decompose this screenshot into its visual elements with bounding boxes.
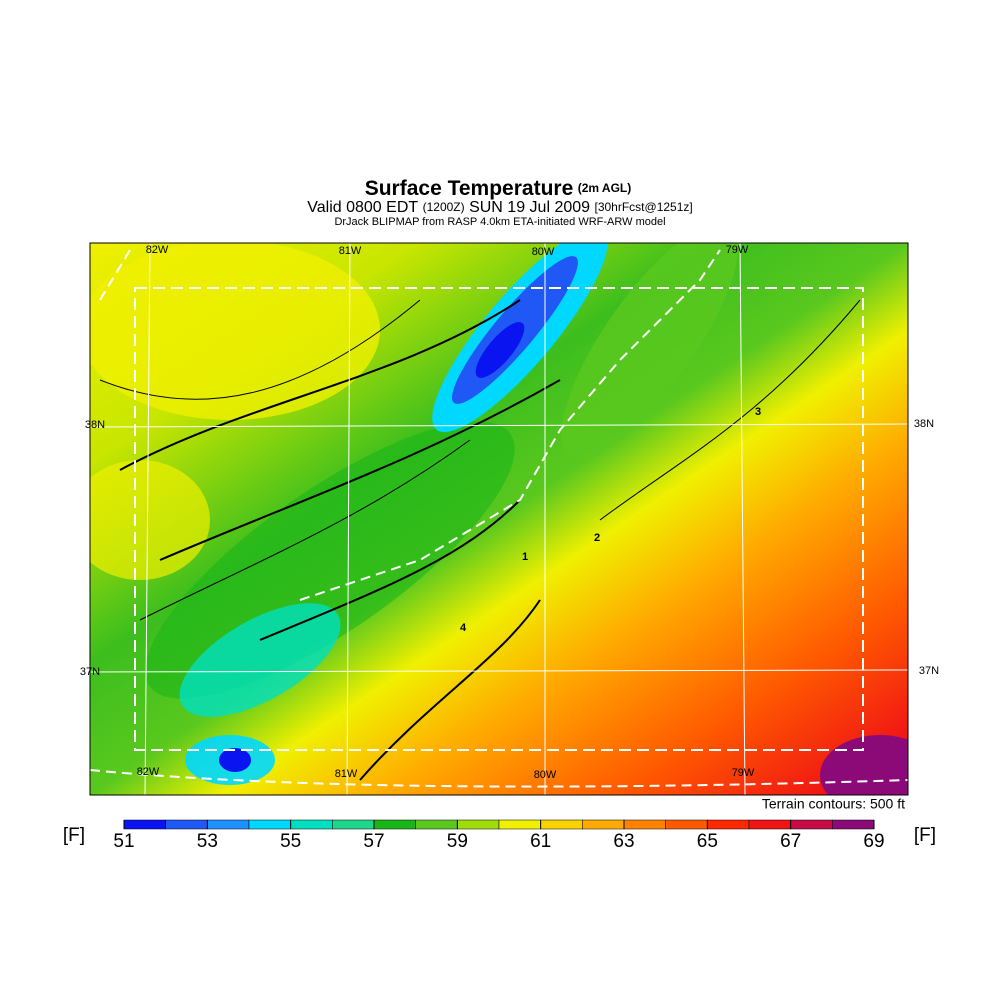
inner-domain — [134, 287, 864, 751]
contour-label: 1 — [522, 551, 528, 563]
contour-label: 4 — [460, 622, 467, 634]
colorbar-tick-label: 65 — [697, 831, 718, 852]
map-frame — [89, 242, 909, 796]
graticule-label: 37N — [919, 665, 939, 677]
colorbar-tick-label: 63 — [613, 831, 634, 852]
graticule-label: 81W — [335, 768, 358, 780]
graticule — [89, 242, 909, 796]
colorbar-swatch — [457, 819, 500, 830]
graticule-label: 82W — [137, 766, 160, 778]
colorbar-swatch — [790, 819, 833, 830]
colorbar-swatch — [207, 819, 250, 830]
colorbar-swatch — [498, 819, 541, 830]
title: Surface Temperature (2m AGL) — [365, 177, 632, 200]
colorbar-swatch — [832, 819, 875, 830]
unit-left: [F] — [63, 825, 85, 846]
colorbar-swatch — [707, 819, 750, 830]
colorbar-swatch — [540, 819, 583, 830]
colorbar-tick-label: 53 — [197, 831, 218, 852]
graticule-label: 82W — [146, 244, 169, 256]
colorbar-tick-label: 57 — [363, 831, 384, 852]
terrain-note: Terrain contours: 500 ft — [762, 796, 905, 812]
graticule-label: 37N — [80, 666, 100, 678]
colorbar-tick-label: 55 — [280, 831, 301, 852]
source: DrJack BLIPMAP from RASP 4.0km ETA-initi… — [334, 216, 665, 228]
graticule-label: 38N — [85, 419, 105, 431]
colorbar-tick-label: 51 — [113, 831, 134, 852]
graticule-label: 79W — [732, 767, 755, 779]
colorbar-swatch — [165, 819, 208, 830]
subtitle: Valid 0800 EDT (1200Z) SUN 19 Jul 2009 [… — [307, 199, 692, 216]
graticule-label: 81W — [339, 245, 362, 257]
colorbar-swatch — [332, 819, 375, 830]
colorbar-swatch — [415, 819, 458, 830]
contour-label: 3 — [755, 406, 761, 418]
colorbar-tick-label: 67 — [780, 831, 801, 852]
colorbar-tick-label: 59 — [447, 831, 468, 852]
colorbar-swatch — [290, 819, 333, 830]
graticule-label: 80W — [532, 246, 555, 258]
colorbar-swatch — [582, 819, 625, 830]
colorbar-swatch — [623, 819, 666, 830]
colorbar-swatch — [665, 819, 708, 830]
unit-right: [F] — [914, 825, 936, 846]
graticule-label: 79W — [726, 244, 749, 256]
graticule-label: 80W — [534, 769, 557, 781]
colorbar-swatch — [748, 819, 791, 830]
colorbar-tick-label: 61 — [530, 831, 551, 852]
contour-label: 2 — [594, 532, 600, 544]
colorbar-tick-label: 69 — [863, 831, 884, 852]
colorbar-swatch — [373, 819, 416, 830]
colorbar-swatch — [248, 819, 291, 830]
colorbar-swatch — [123, 819, 166, 830]
temperature-field — [90, 243, 908, 795]
graticule-label: 38N — [914, 418, 934, 430]
